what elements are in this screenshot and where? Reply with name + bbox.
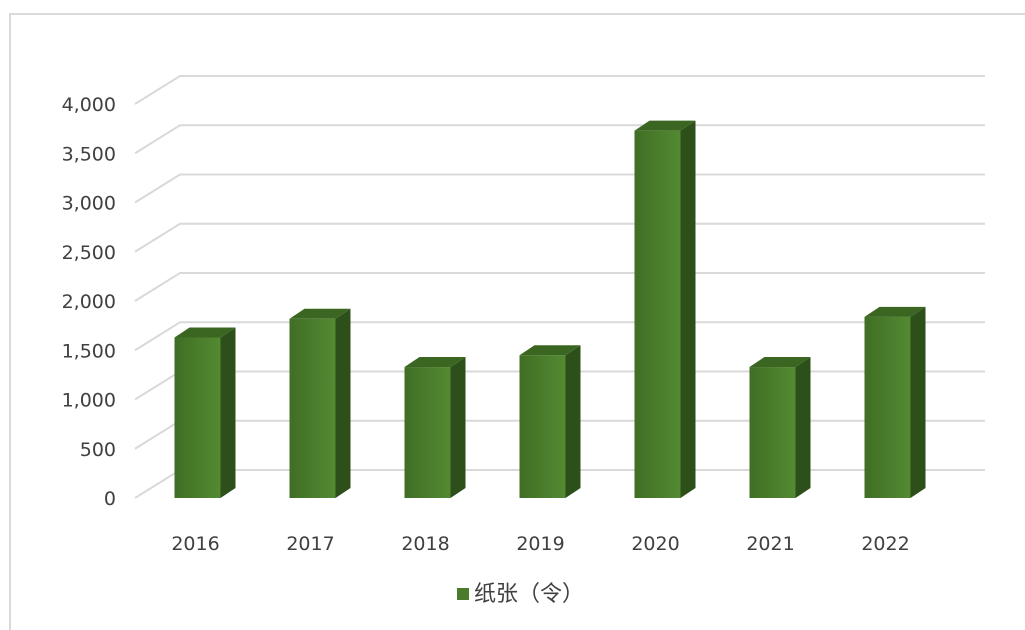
bar	[174, 327, 236, 498]
bar-top	[749, 357, 811, 368]
bar-front	[634, 130, 681, 498]
legend-label: 纸张（令）	[474, 582, 584, 607]
gridline	[134, 272, 985, 302]
bar	[749, 357, 811, 498]
x-tick-label: 2016	[171, 533, 219, 555]
bar-front	[174, 337, 221, 498]
y-tick-label: 2,000	[62, 291, 116, 313]
y-tick-label: 4,000	[62, 94, 116, 116]
gridline	[134, 173, 985, 204]
bar-side	[795, 357, 811, 498]
gridline	[134, 222, 985, 253]
bar-side	[910, 306, 926, 498]
bar-top	[174, 327, 236, 338]
x-axis-ticks: 2016 2017 2018 2019 2020 2021 2022	[171, 533, 909, 555]
bar	[864, 306, 926, 498]
x-tick-label: 2021	[746, 533, 794, 555]
y-axis-ticks: 0 500 1,000 1,500 2,000 2,500 3,000 3,500 4,000	[62, 94, 116, 510]
y-tick-label: 2,500	[62, 242, 116, 264]
bar-front	[404, 367, 451, 498]
bar-side	[565, 345, 581, 498]
legend-swatch	[457, 588, 469, 600]
bar-top	[404, 357, 466, 368]
bar-top	[289, 308, 351, 319]
chart-frame-border	[9, 13, 1025, 630]
bar-top	[519, 345, 581, 356]
y-tick-label: 500	[80, 439, 116, 461]
bar-top	[634, 120, 696, 131]
bar-front	[289, 318, 336, 498]
bar-side	[335, 308, 351, 498]
bar-side	[450, 357, 466, 498]
x-tick-label: 2019	[516, 533, 564, 555]
gridline	[134, 124, 985, 155]
x-tick-label: 2017	[286, 533, 334, 555]
bar	[634, 120, 696, 498]
gridline	[134, 321, 985, 352]
y-tick-label: 1,000	[62, 390, 116, 412]
bar-top	[864, 306, 926, 317]
legend: 纸张（令）	[457, 582, 584, 607]
bars	[174, 120, 926, 498]
y-tick-label: 3,500	[62, 143, 116, 165]
bar-front	[519, 355, 566, 498]
bar	[519, 345, 581, 498]
bar-side	[680, 120, 696, 498]
x-tick-label: 2022	[861, 533, 909, 555]
bar-front	[749, 367, 796, 498]
y-tick-label: 1,500	[62, 340, 116, 362]
bar	[404, 357, 466, 498]
x-tick-label: 2018	[401, 533, 449, 555]
gridline	[134, 75, 985, 105]
y-tick-label: 3,000	[62, 193, 116, 215]
bar-front	[864, 316, 911, 498]
bar-side	[220, 327, 236, 498]
x-tick-label: 2020	[631, 533, 679, 555]
y-tick-label: 0	[104, 488, 116, 510]
bar	[289, 308, 351, 498]
